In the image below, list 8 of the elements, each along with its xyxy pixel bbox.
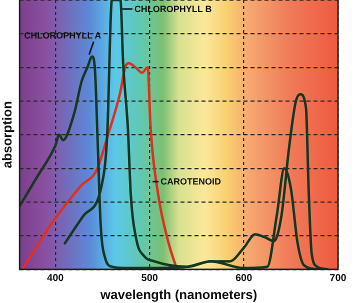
- x-tick-label: 500: [141, 273, 158, 284]
- x-tick-label: 400: [47, 273, 64, 284]
- x-tick-label: 700: [330, 273, 347, 284]
- series-label: CHLOROPHYLL B: [134, 4, 212, 14]
- series-label: CAROTENOID: [160, 176, 222, 187]
- y-axis-title: absorption: [0, 101, 14, 168]
- x-tick-label: 600: [235, 273, 253, 284]
- x-axis-title: wavelength (nanometers): [99, 286, 258, 302]
